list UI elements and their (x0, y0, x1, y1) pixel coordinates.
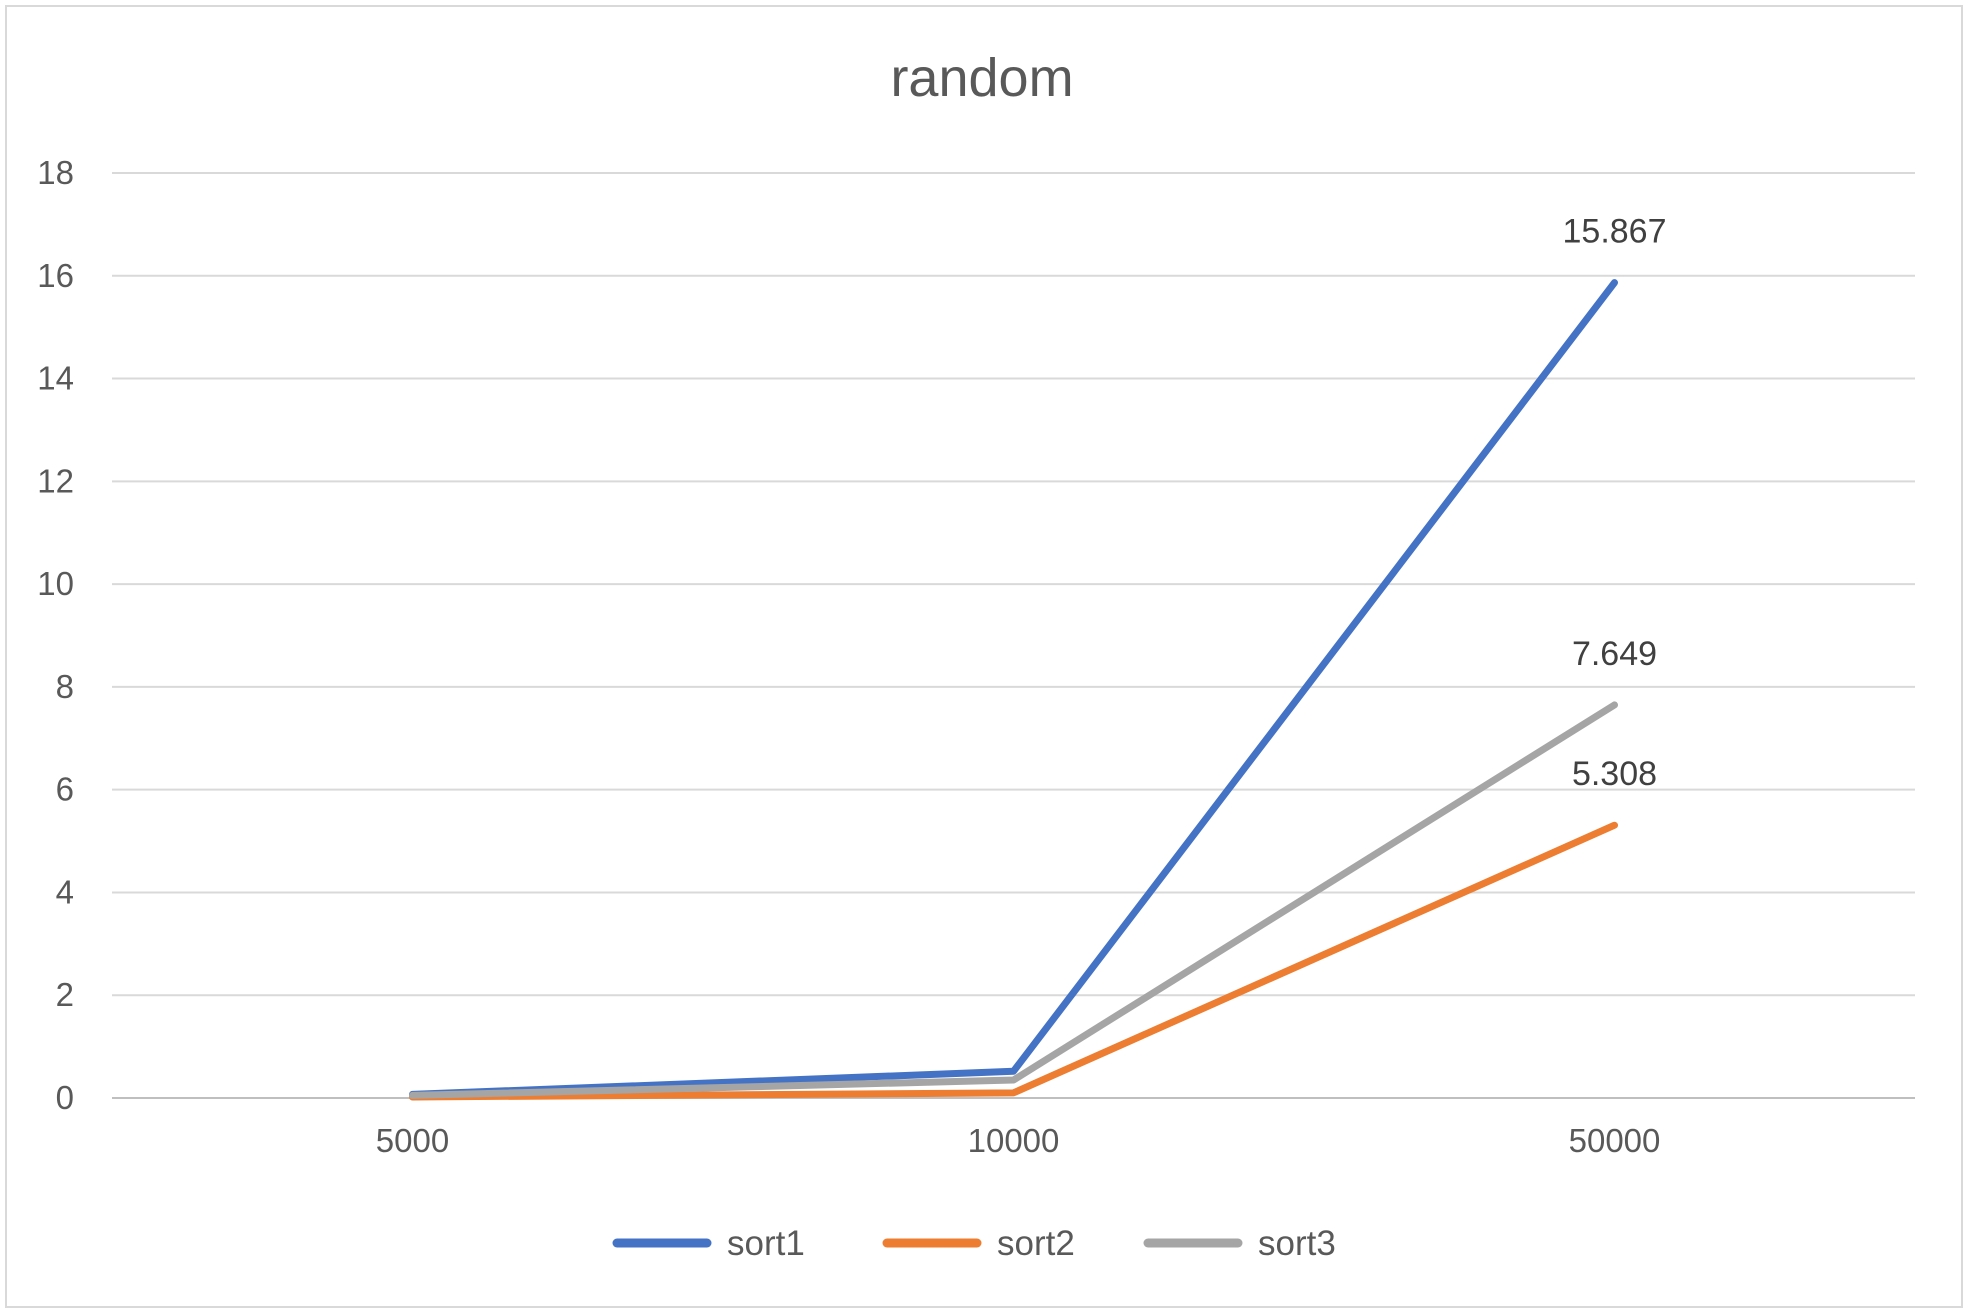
y-tick-label: 18 (37, 154, 74, 191)
data-label-sort3: 7.649 (1572, 635, 1657, 673)
data-label-sort1: 15.867 (1563, 213, 1667, 251)
x-tick-label: 50000 (1569, 1122, 1661, 1159)
x-axis-ticks: 5000 10000 50000 (376, 1122, 1661, 1159)
series-line-sort3 (409, 701, 1618, 1099)
data-labels: 15.867 5.308 7.649 (1563, 213, 1667, 794)
series-lines (409, 279, 1618, 1101)
legend-label-sort2: sort2 (997, 1224, 1075, 1263)
data-label-sort2: 5.308 (1572, 755, 1657, 793)
legend: sort1 sort2 sort3 (612, 1224, 1336, 1263)
y-tick-label: 12 (37, 462, 74, 499)
y-tick-label: 10 (37, 565, 74, 602)
y-tick-label: 14 (37, 360, 74, 397)
series-line-sort1 (409, 279, 1618, 1098)
y-tick-label: 16 (37, 257, 74, 294)
y-tick-label: 8 (56, 668, 74, 705)
legend-label-sort1: sort1 (727, 1224, 805, 1263)
series-line-sort2 (409, 821, 1618, 1101)
legend-label-sort3: sort3 (1258, 1224, 1336, 1263)
x-tick-label: 5000 (376, 1122, 449, 1159)
y-tick-label: 6 (56, 771, 74, 808)
chart-title: random (890, 48, 1073, 108)
y-tick-label: 2 (56, 976, 74, 1013)
y-axis-ticks: 0 2 4 6 8 10 12 14 16 18 (37, 154, 74, 1116)
y-tick-label: 0 (56, 1079, 74, 1116)
y-tick-label: 4 (56, 873, 74, 910)
x-tick-label: 10000 (968, 1122, 1060, 1159)
